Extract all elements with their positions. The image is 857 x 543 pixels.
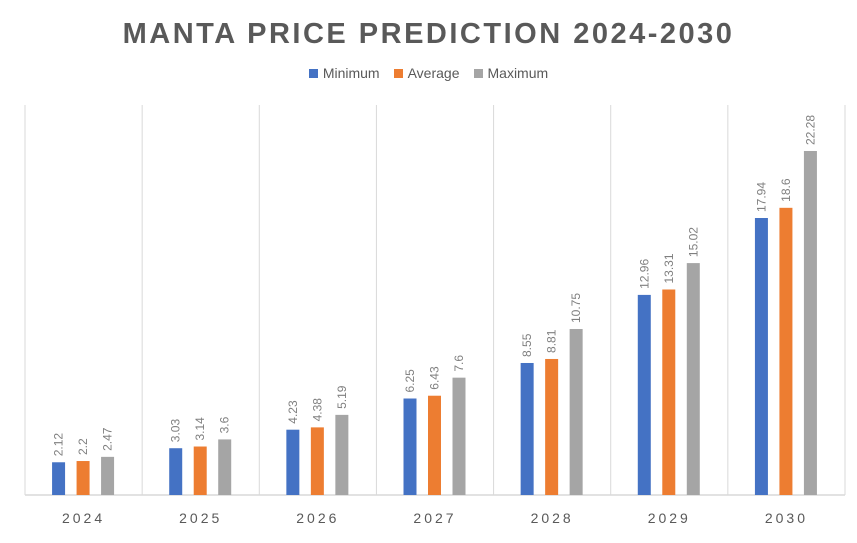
- chart-title: MANTA PRICE PREDICTION 2024-2030: [122, 18, 735, 50]
- x-tick-label: 2025: [179, 510, 222, 526]
- data-label: 13.31: [662, 253, 676, 283]
- legend-label: Average: [407, 65, 460, 81]
- data-label: 3.03: [169, 419, 183, 443]
- bar-maximum: [803, 150, 817, 495]
- bar-maximum: [218, 439, 232, 495]
- bar-minimum: [637, 294, 651, 495]
- data-label: 2.47: [101, 427, 115, 451]
- data-label: 8.81: [545, 329, 559, 353]
- legend-label: Maximum: [487, 65, 549, 81]
- bar-average: [193, 446, 207, 495]
- data-label: 6.25: [403, 369, 417, 393]
- x-tick-label: 2028: [531, 510, 574, 526]
- x-tick-label: 2029: [648, 510, 691, 526]
- bar-minimum: [403, 398, 417, 495]
- data-label: 5.19: [335, 385, 349, 409]
- bar-minimum: [286, 429, 300, 495]
- x-tick-label: 2026: [296, 510, 339, 526]
- data-label: 22.28: [803, 115, 817, 145]
- bar-maximum: [569, 329, 583, 495]
- bar-average: [545, 358, 559, 495]
- bar-maximum: [335, 414, 349, 495]
- data-label: 10.75: [569, 293, 583, 323]
- bar-minimum: [169, 448, 183, 495]
- bar-average: [779, 207, 793, 496]
- bar-minimum: [52, 462, 66, 495]
- legend-item-minimum: Minimum: [308, 65, 380, 81]
- bar-average: [428, 395, 441, 495]
- bar-maximum: [101, 456, 115, 495]
- legend-swatch: [308, 68, 318, 78]
- bar-minimum: [754, 218, 768, 495]
- bar-maximum: [686, 263, 700, 495]
- bar-minimum: [520, 362, 534, 495]
- data-label: 2.12: [52, 433, 66, 457]
- data-label: 17.94: [754, 182, 768, 212]
- data-label: 8.55: [520, 333, 534, 357]
- data-label: 3.6: [218, 416, 232, 433]
- legend-swatch: [393, 68, 403, 78]
- legend: Minimum Average Maximum: [0, 65, 857, 81]
- legend-item-maximum: Maximum: [473, 65, 549, 81]
- bar-average: [662, 289, 676, 495]
- data-label: 18.6: [779, 178, 793, 202]
- data-label: 2.2: [76, 438, 90, 455]
- bar-average: [76, 461, 90, 495]
- data-label: 15.02: [686, 227, 700, 257]
- legend-label: Minimum: [322, 65, 380, 81]
- bar-maximum: [452, 377, 466, 495]
- data-label: 4.23: [286, 400, 300, 424]
- data-label: 4.38: [310, 398, 324, 422]
- data-label: 6.43: [428, 366, 442, 390]
- x-tick-label: 2024: [62, 510, 105, 526]
- x-tick-label: 2027: [413, 510, 456, 526]
- x-tick-label: 2030: [765, 510, 808, 526]
- bar-average: [310, 427, 324, 495]
- data-label: 7.6: [452, 355, 466, 372]
- data-label: 12.96: [637, 259, 651, 289]
- legend-item-average: Average: [393, 65, 460, 81]
- data-label: 3.14: [193, 417, 207, 441]
- legend-swatch: [473, 68, 483, 78]
